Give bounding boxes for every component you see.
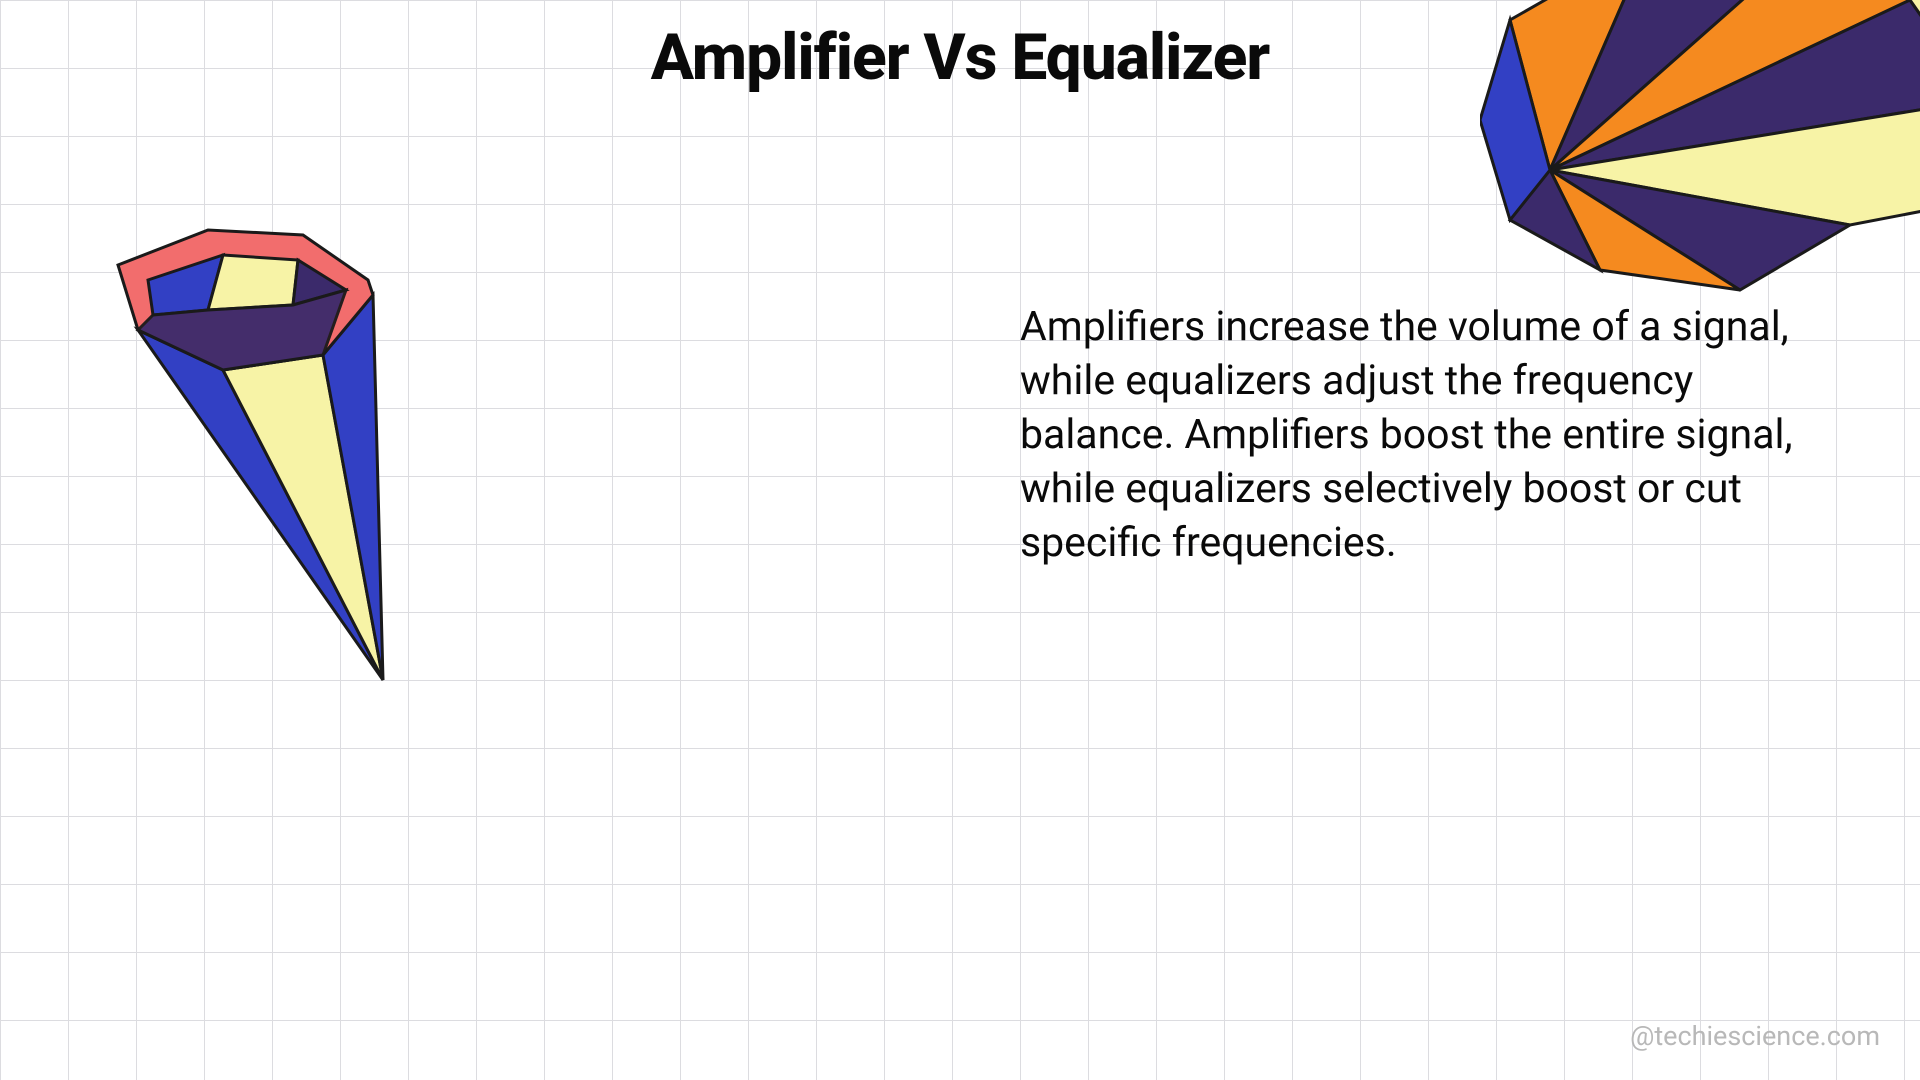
polyhedron-decoration-icon — [1480, 0, 1920, 340]
cone-decoration-icon — [78, 225, 418, 700]
body-text: Amplifiers increase the volume of a sign… — [1020, 300, 1800, 571]
watermark: @techiescience.com — [1630, 1020, 1880, 1052]
page-title: Amplifier Vs Equalizer — [651, 20, 1269, 95]
